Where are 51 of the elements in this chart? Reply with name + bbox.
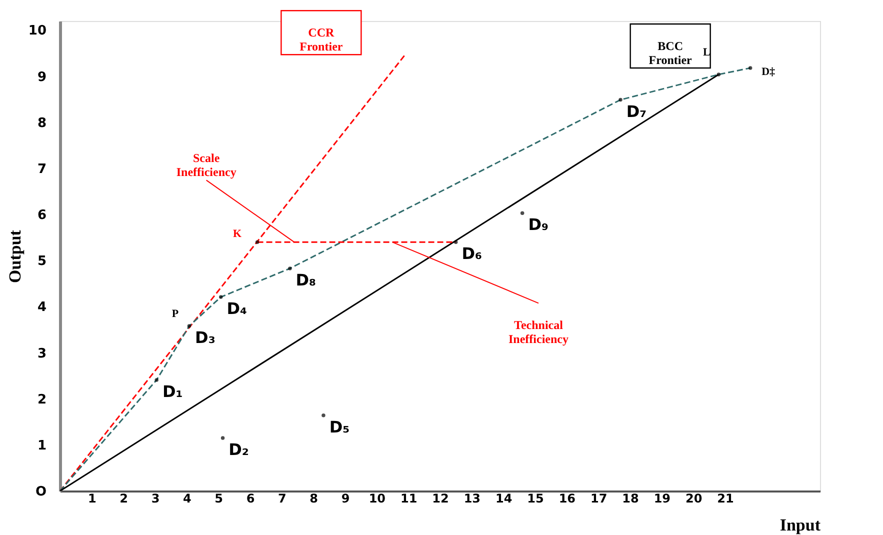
y-tick-label: 10 <box>28 24 46 39</box>
x-tick-label: 2 <box>120 492 128 506</box>
annotation: D₅ <box>329 417 350 436</box>
annotation: P <box>172 308 179 320</box>
annotation: D‡ <box>762 66 776 78</box>
y-tick-label: 8 <box>37 116 46 131</box>
annotation: Technical Inefficiency <box>508 318 568 346</box>
x-tick-label: 16 <box>558 492 576 506</box>
annotation: L <box>702 46 710 58</box>
annotation: D₁ <box>162 382 183 401</box>
series-label: BCC Frontier <box>648 39 693 67</box>
y-tick-label: 2 <box>37 392 46 408</box>
x-tick-label: 4 <box>182 492 192 506</box>
y-tick-label: 3 <box>37 346 46 362</box>
x-tick-label: 1 <box>88 492 96 506</box>
x-tick-label: 12 <box>432 492 449 506</box>
y-tick-label: 6 <box>37 208 46 224</box>
y-tick-label: 9 <box>37 70 46 85</box>
y-axis-title: Output <box>5 230 24 283</box>
x-tick-label: 5 <box>214 492 224 506</box>
text: CCR Frontier <box>300 26 344 54</box>
x-tick-label: 18 <box>622 492 639 506</box>
x-tick-label: 7 <box>278 492 286 506</box>
x-axis-title: Input <box>780 516 821 534</box>
annotation: D₇ <box>626 102 647 121</box>
x-tick-label: 21 <box>717 492 734 506</box>
x-tick-label: 11 <box>400 492 418 506</box>
annotation: D₈ <box>296 270 316 290</box>
annotation: K <box>233 228 242 240</box>
x-tick-label: 19 <box>654 492 671 506</box>
x-tick-label: 10 <box>368 492 386 506</box>
y-tick-label: 5 <box>37 254 46 270</box>
x-tick-label: 8 <box>310 492 318 506</box>
x-tick-label: 17 <box>590 492 608 506</box>
y-tick-label: 4 <box>37 300 46 316</box>
x-tick-label: 9 <box>341 492 350 506</box>
y-tick-label: 7 <box>37 162 46 177</box>
annotation: D₆ <box>462 244 482 264</box>
x-tick-label: 20 <box>685 492 702 506</box>
x-tick-label: 15 <box>527 492 544 506</box>
x-tick-label: 6 <box>246 492 255 506</box>
annotation: D₂ <box>228 440 249 460</box>
x-tick-label: 3 <box>151 492 160 506</box>
annotation: D₃ <box>195 328 216 348</box>
x-tick-label: 14 <box>495 492 512 506</box>
annotation: D₄ <box>226 299 248 318</box>
annotation: D₉ <box>528 215 548 234</box>
y-tick-label: O <box>35 484 46 500</box>
x-tick-label: 13 <box>464 492 481 506</box>
y-tick-label: 1 <box>37 438 46 454</box>
annotation: Scale Inefficiency <box>176 151 236 180</box>
